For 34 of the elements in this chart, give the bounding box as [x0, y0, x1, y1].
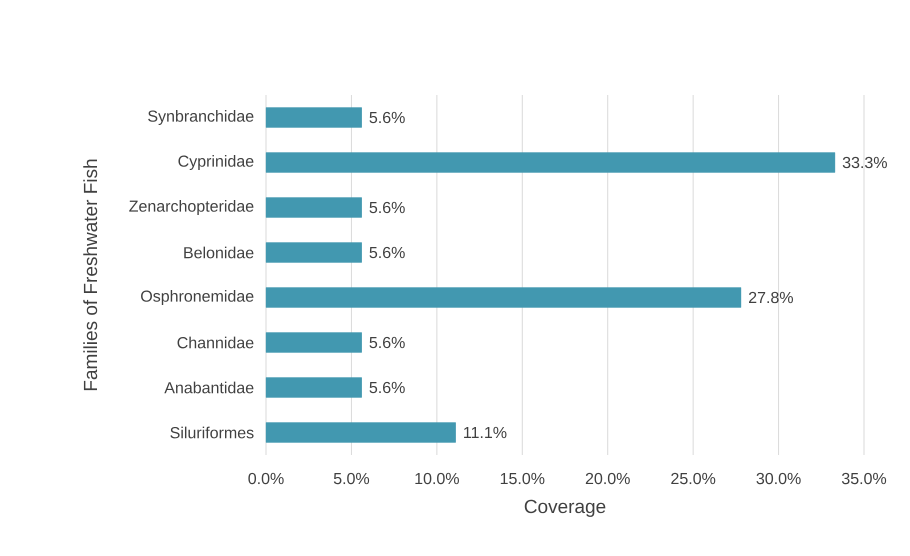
x-tick-label: 10.0%	[415, 472, 459, 484]
bar	[266, 377, 362, 398]
data-label: 5.6%	[370, 382, 405, 394]
y-axis-title: Families of Freshwater Fish	[83, 160, 98, 390]
data-label: 5.6%	[370, 202, 405, 214]
x-tick-label: 20.0%	[586, 472, 630, 484]
data-label: 27.8%	[749, 292, 793, 304]
data-label: 5.6%	[370, 336, 405, 348]
y-tick-label: Channidae	[178, 336, 254, 348]
x-tick-label: 30.0%	[756, 472, 801, 484]
y-tick-label: Belonidae	[184, 246, 254, 258]
data-label: 5.6%	[370, 246, 405, 258]
x-tick-label: 0.0%	[248, 472, 284, 484]
y-tick-label: Osphronemidae	[141, 290, 254, 305]
bar	[266, 242, 362, 263]
y-tick-label: Siluriformes	[170, 426, 254, 438]
y-tick-label: Synbranchidae	[148, 110, 254, 125]
bar	[266, 107, 362, 128]
y-tick-label: Anabantidae	[164, 382, 254, 394]
bar	[266, 287, 742, 308]
x-tick-label: 35.0%	[842, 472, 886, 484]
x-tick-label: 25.0%	[671, 472, 716, 484]
y-tick-label: Cyprinidae	[178, 155, 254, 170]
bar	[266, 422, 456, 443]
x-axis-title: Coverage	[524, 500, 606, 517]
bar	[266, 332, 362, 353]
data-label: 5.6%	[370, 112, 405, 124]
data-label: 11.1%	[464, 426, 506, 438]
bar	[266, 152, 836, 173]
x-tick-label: 5.0%	[334, 472, 370, 484]
x-tick-label: 15.0%	[500, 472, 544, 484]
bar	[266, 197, 362, 218]
y-tick-label: Zenarchopteridae	[129, 200, 254, 215]
data-label: 33.3%	[842, 156, 887, 168]
